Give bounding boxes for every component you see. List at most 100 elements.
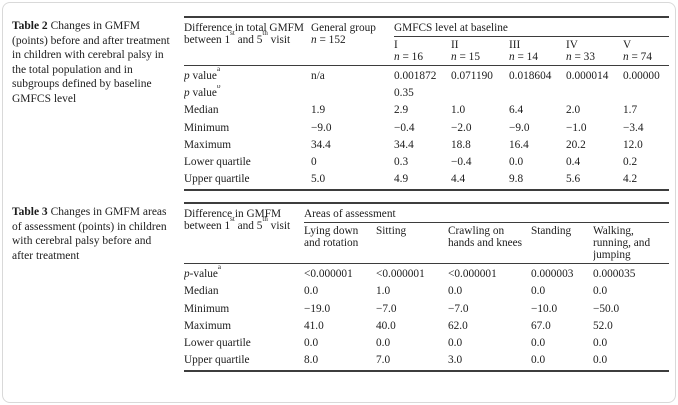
cell: 34.4 (394, 138, 414, 151)
table-row: Minimum −9.0 −0.4 −2.0 −9.0 −1.0 −3.4 (184, 119, 669, 136)
cell: 0.35 (394, 87, 414, 100)
cell: 0.3 (394, 155, 409, 168)
table2-general-header: General group n = 152 (311, 16, 394, 66)
cell: 6.4 (509, 104, 524, 117)
row-label: Lower quartile (184, 336, 251, 349)
table-row: Maximum 41.0 40.0 62.0 67.0 52.0 (184, 317, 669, 334)
cell: 5.6 (566, 170, 623, 192)
cell: −9.0 (509, 121, 530, 134)
table2-caption-label: Table 2 (12, 20, 48, 32)
cell: 0.0 (448, 336, 463, 349)
table2-caption-text: Changes in GMFM (points) before and afte… (12, 20, 170, 105)
table3-group-header: Areas of assessment (304, 202, 670, 224)
cell: n/a (311, 70, 325, 82)
cell: 1.0 (451, 104, 466, 117)
cell: 4.2 (623, 170, 670, 192)
table3-wrap: Difference in GMFM between 1st and 5th v… (184, 202, 670, 373)
table3-caption-label: Table 3 (12, 206, 48, 219)
table2-subcol-2: II n = 15 (451, 36, 509, 66)
cell: 7.0 (376, 351, 448, 373)
cell: 41.0 (304, 319, 324, 332)
table-row: Upper quartile 5.0 4.9 4.4 9.8 5.6 4.2 (184, 170, 670, 192)
table3-subcol-2: Sitting (376, 222, 448, 265)
table3-subcol-1: Lying down and rotation (304, 222, 376, 265)
table-row: p valuea n/a 0.001872 0.071190 0.018604 0.000… (184, 66, 669, 85)
cell: 4.4 (451, 170, 509, 192)
row-label: Minimum (184, 302, 230, 315)
cell (566, 85, 623, 102)
row-label: Upper quartile (184, 351, 304, 373)
cell: 34.4 (311, 138, 331, 151)
table-row: Minimum −19.0 −7.0 −7.0 −10.0 −50.0 (184, 300, 669, 317)
table3-caption-text: Changes in GMFM areas of assessment (poi… (12, 206, 167, 262)
cell (451, 85, 509, 102)
cell: 0.0 (304, 285, 319, 298)
cell: <0.000001 (448, 268, 497, 281)
table-row: Median 0.0 1.0 0.0 0.0 0.0 (184, 283, 669, 300)
cell: 0.0 (509, 155, 524, 168)
table3-stub-header: Difference in GMFM between 1st and 5th v… (184, 202, 304, 265)
cell: 5.0 (311, 170, 394, 192)
table3-block: Table 3 Changes in GMFM areas of assessm… (12, 202, 670, 373)
cell: −1.0 (566, 121, 587, 134)
table3: Difference in GMFM between 1st and 5th v… (184, 202, 670, 373)
row-label: Minimum (184, 121, 230, 134)
cell: −7.0 (376, 302, 397, 315)
cell (509, 85, 566, 102)
table-row: Lower quartile 0.0 0.0 0.0 0.0 0.0 (184, 334, 669, 351)
cell: 0.0 (531, 336, 546, 349)
cell: 52.0 (593, 319, 613, 332)
cell: −3.4 (623, 121, 644, 134)
table3-subcol-5: Walking, running, and jumping (593, 222, 670, 265)
cell: 1.9 (311, 104, 326, 117)
cell: 0.018604 (509, 70, 552, 82)
cell: 3.0 (448, 351, 531, 373)
cell: −7.0 (448, 302, 469, 315)
cell: 1.7 (623, 104, 638, 117)
table-row: Maximum 34.4 34.4 18.8 16.4 20.2 12.0 (184, 136, 669, 153)
cell: 16.4 (509, 138, 529, 151)
cell: −19.0 (304, 302, 331, 315)
row-label: p-valuea (184, 263, 221, 281)
table-row: p valueb 0.35 (184, 85, 669, 102)
cell: 12.0 (623, 138, 643, 151)
cell: 0.000003 (531, 268, 574, 281)
cell: 0.2 (623, 155, 638, 168)
cell: 40.0 (376, 319, 396, 332)
cell: 0.0 (531, 285, 546, 298)
table2-general-label: General group (311, 22, 376, 34)
cell: 2.0 (566, 104, 581, 117)
cell: 0.0 (593, 285, 608, 298)
cell (311, 85, 394, 102)
cell: 0.0 (304, 336, 319, 349)
table3-header-row-2: Lying down and rotation Sitting Crawling o… (184, 222, 670, 265)
table2-stub-header: Difference in total GMFM between 1st and… (184, 16, 311, 66)
row-label: Median (184, 285, 219, 298)
table2-group-header: GMFCS level at baseline (394, 16, 670, 37)
table-row: Upper quartile 8.0 7.0 3.0 0.0 0.0 (184, 351, 670, 373)
table2-subcol-4: IV n = 33 (566, 36, 623, 66)
cell: 0.4 (566, 155, 581, 168)
cell: 1.0 (376, 285, 391, 298)
row-label: Maximum (184, 138, 232, 151)
table3-header-row-1: Difference in GMFM between 1st and 5th v… (184, 202, 670, 265)
table-row: Lower quartile 0 0.3 −0.4 0.0 0.4 0.2 (184, 153, 669, 170)
cell: −2.0 (451, 121, 472, 134)
cell: 0.000014 (566, 70, 609, 82)
row-label: p valuea (184, 65, 221, 82)
table2-caption: Table 2 Changes in GMFM (points) before … (12, 16, 184, 107)
cell: 0.0 (376, 336, 391, 349)
row-label: Median (184, 104, 219, 117)
cell: 0.001872 (394, 70, 437, 82)
cell: 2.9 (394, 104, 409, 117)
cell: 8.0 (304, 351, 376, 373)
table3-subcol-3: Crawling on hands and knees (448, 222, 531, 265)
cell: 4.9 (394, 170, 451, 192)
table3-subcol-4: Standing (531, 222, 593, 265)
table-row: p-valuea <0.000001 <0.000001 <0.000001 0.000… (184, 264, 669, 283)
table2-header-row-1: Difference in total GMFM between 1st and… (184, 16, 670, 66)
